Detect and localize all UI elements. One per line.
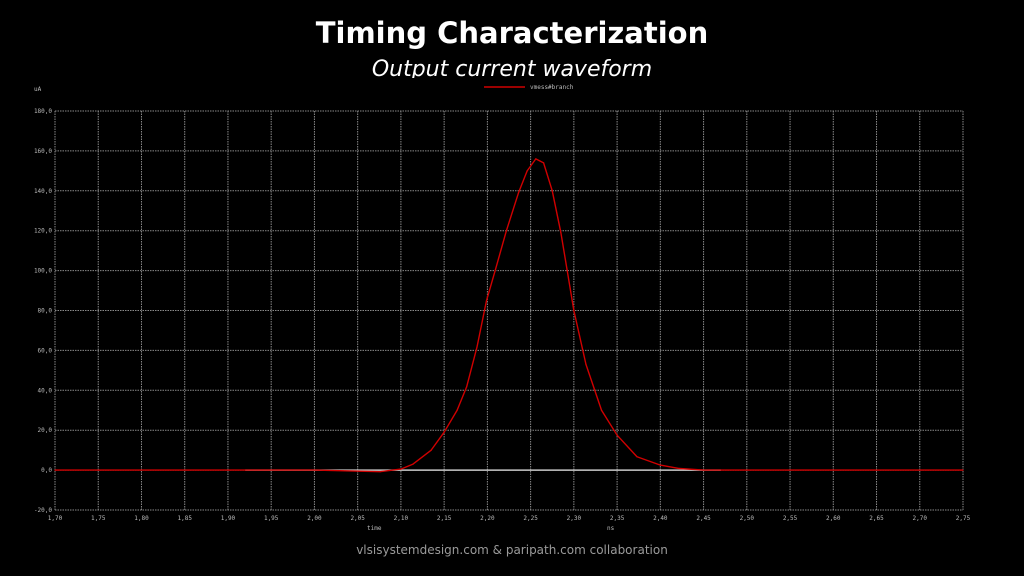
- x-tick-label: 2,25: [523, 515, 538, 522]
- data-point: [400, 468, 402, 470]
- data-point: [379, 471, 381, 473]
- data-point: [585, 363, 587, 365]
- data-point: [430, 449, 432, 451]
- data-point: [54, 469, 56, 471]
- x-tick-label: 2,60: [826, 515, 841, 522]
- y-tick-label: 60,0: [38, 347, 53, 354]
- x-tick-label: 2,50: [740, 515, 755, 522]
- data-point: [313, 469, 316, 471]
- y-tick-label: 0,0: [41, 467, 52, 474]
- data-point: [485, 299, 488, 302]
- x-tick-label: 1,85: [177, 515, 192, 522]
- data-point: [573, 309, 575, 312]
- y-unit-label: uA: [34, 86, 42, 93]
- data-point: [494, 270, 496, 272]
- data-point: [678, 467, 680, 470]
- data-point: [456, 409, 458, 411]
- x-tick-label: 2,30: [567, 515, 582, 522]
- x-tick-label: 2,65: [869, 515, 884, 522]
- data-point: [505, 230, 508, 232]
- x-tick-label: 1,80: [134, 515, 149, 522]
- y-tick-label: 120,0: [34, 228, 52, 235]
- y-tick-label: 160,0: [34, 148, 52, 155]
- data-point: [517, 192, 520, 194]
- x-tick-label: 2,20: [480, 515, 495, 522]
- y-tick-label: 40,0: [38, 387, 53, 394]
- y-tick-label: 80,0: [38, 308, 53, 315]
- data-point: [659, 464, 661, 466]
- data-point: [560, 232, 562, 234]
- slide-subtitle: Output current waveform: [371, 57, 653, 78]
- data-point: [535, 158, 537, 160]
- data-point: [600, 409, 603, 411]
- legend-label: vmess#branch: [530, 84, 574, 91]
- y-tick-label: 100,0: [34, 268, 52, 275]
- footer-credit: vlsisystemdesign.com & paripath.com coll…: [356, 543, 668, 557]
- x-tick-label: 2,55: [783, 515, 798, 522]
- data-point: [466, 386, 468, 388]
- x-tick-label: 1,70: [48, 515, 63, 522]
- data-point: [412, 463, 414, 465]
- x-tick-label: 1,75: [91, 515, 106, 522]
- data-point: [636, 456, 638, 458]
- x-tick-label: 2,10: [394, 515, 409, 522]
- y-tick-label: 20,0: [38, 427, 53, 434]
- x-tick-label: 2,15: [437, 515, 452, 522]
- data-point: [443, 431, 445, 433]
- data-point: [542, 162, 545, 164]
- data-point: [702, 469, 705, 471]
- x-tick-label: 1,90: [221, 515, 236, 522]
- data-point: [551, 190, 553, 192]
- data-point: [526, 170, 528, 172]
- y-tick-label: -20,0: [34, 507, 52, 514]
- x-tick-label: 2,00: [307, 515, 322, 522]
- data-point: [476, 346, 478, 348]
- x-tick-label: 1,95: [264, 515, 279, 522]
- x-tick-label: 2,70: [913, 515, 928, 522]
- y-tick-label: 140,0: [34, 188, 52, 195]
- data-point: [962, 469, 964, 471]
- data-point: [616, 434, 618, 436]
- x-tick-label: 2,45: [696, 515, 711, 522]
- x-tick-label: 2,75: [956, 515, 971, 522]
- x-axis-label: time: [367, 525, 382, 532]
- x-unit-label: ns: [607, 525, 615, 532]
- y-tick-label: 180,0: [34, 108, 52, 115]
- x-tick-label: 2,35: [610, 515, 625, 522]
- series-line-vmess-branch: [55, 158, 963, 473]
- x-tick-label: 2,40: [653, 515, 668, 522]
- x-tick-label: 2,05: [350, 515, 365, 522]
- slide-title: Timing Characterization: [315, 16, 709, 50]
